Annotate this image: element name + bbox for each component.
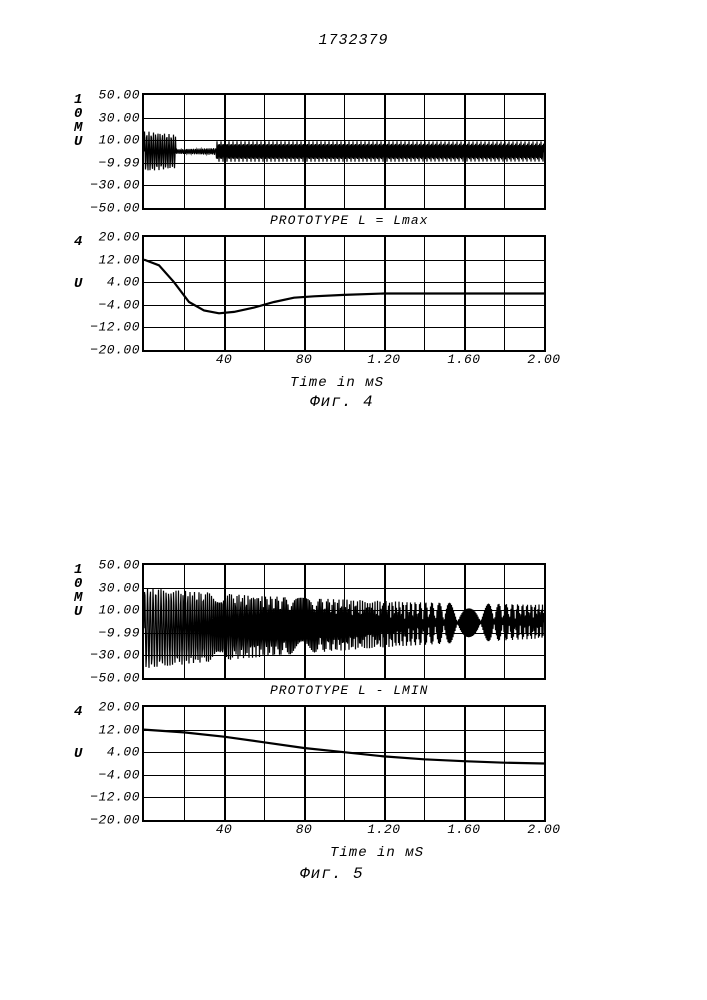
signal-trace <box>144 707 544 820</box>
ytick: −12.00 <box>90 320 144 335</box>
fig4-subtitle: PROTOTYPE L = Lmax <box>270 213 428 228</box>
yaxis-char: M <box>74 121 82 135</box>
yaxis-char: M <box>74 591 82 605</box>
signal-trace <box>144 237 544 350</box>
xtick: 1.60 <box>447 820 480 837</box>
yaxis-title-2: 4 U <box>74 235 82 291</box>
yaxis-char: 4 <box>74 235 82 249</box>
fig5-caption: Фиг. 5 <box>300 865 364 883</box>
plot-area: 50.00 30.00 10.00 −9.99 −30.00 −50.00 <box>142 563 546 680</box>
ytick: 20.00 <box>98 700 144 715</box>
yaxis-title-1: 1 0 M U <box>74 93 82 149</box>
yaxis-title-1: 1 0 M U <box>74 563 82 619</box>
fig5-panel-2: 4 U 20.00 12.00 4.00 −4.00 −12.00 −20.00 <box>80 697 550 827</box>
ytick: 10.00 <box>98 603 144 618</box>
fig5-panel-1: 1 0 M U 50.00 30.00 10.00 −9.99 −30.00 −… <box>80 555 550 685</box>
yaxis-char: U <box>74 605 82 619</box>
xtick: 1.20 <box>367 820 400 837</box>
yaxis-title-2: 4 U <box>74 705 82 761</box>
fig5-subtitle: PROTOTYPE L - LMIN <box>270 683 428 698</box>
xaxis-title: Time in мS <box>330 845 424 861</box>
page-number: 1732379 <box>318 32 388 49</box>
fig4-caption: Фиг. 4 <box>310 393 374 411</box>
fig4-panel-2: 4 U 20.00 12.00 4.00 −4.00 −12.00 −20.00 <box>80 227 550 357</box>
xaxis-title: Time in мS <box>290 375 384 391</box>
xtick: 2.00 <box>527 350 560 367</box>
ytick: −4.00 <box>98 767 144 782</box>
ytick: −12.00 <box>90 790 144 805</box>
ytick: 10.00 <box>98 133 144 148</box>
xtick: 40 <box>216 820 233 837</box>
ytick: 4.00 <box>107 745 144 760</box>
ytick: 12.00 <box>98 252 144 267</box>
xtick: 80 <box>296 820 313 837</box>
signal-trace <box>144 95 544 208</box>
yaxis-char: 1 <box>74 93 82 107</box>
plot-area: 20.00 12.00 4.00 −4.00 −12.00 −20.00 40 … <box>142 235 546 352</box>
ytick: 20.00 <box>98 230 144 245</box>
yaxis-char: U <box>74 277 82 291</box>
ytick: 4.00 <box>107 275 144 290</box>
plot-area: 20.00 12.00 4.00 −4.00 −12.00 −20.00 40 … <box>142 705 546 822</box>
yaxis-char: 0 <box>74 577 82 591</box>
yaxis-char: U <box>74 135 82 149</box>
ytick: 30.00 <box>98 110 144 125</box>
ytick: 30.00 <box>98 580 144 595</box>
ytick: −50.00 <box>90 201 144 216</box>
figure-4: 1 0 M U 50.00 30.00 10.00 −9.99 <box>80 85 550 359</box>
ytick: −30.00 <box>90 178 144 193</box>
fig4-panel-1: 1 0 M U 50.00 30.00 10.00 −9.99 <box>80 85 550 215</box>
xtick: 1.20 <box>367 350 400 367</box>
figure-5: 1 0 M U 50.00 30.00 10.00 −9.99 −30.00 −… <box>80 555 550 829</box>
ytick: 12.00 <box>98 722 144 737</box>
yaxis-char: U <box>74 747 82 761</box>
signal-trace <box>144 565 544 678</box>
yaxis-char: 4 <box>74 705 82 719</box>
ytick: −20.00 <box>90 343 144 358</box>
ytick: 50.00 <box>98 88 144 103</box>
xtick: 2.00 <box>527 820 560 837</box>
xtick: 1.60 <box>447 350 480 367</box>
xtick: 40 <box>216 350 233 367</box>
yaxis-char: 0 <box>74 107 82 121</box>
ytick: −30.00 <box>90 648 144 663</box>
ytick: −9.99 <box>98 155 144 170</box>
plot-area: 50.00 30.00 10.00 −9.99 −30.00 −50.00 <box>142 93 546 210</box>
yaxis-char: 1 <box>74 563 82 577</box>
ytick: −4.00 <box>98 297 144 312</box>
ytick: −9.99 <box>98 625 144 640</box>
ytick: −50.00 <box>90 671 144 686</box>
ytick: −20.00 <box>90 813 144 828</box>
ytick: 50.00 <box>98 558 144 573</box>
xtick: 80 <box>296 350 313 367</box>
